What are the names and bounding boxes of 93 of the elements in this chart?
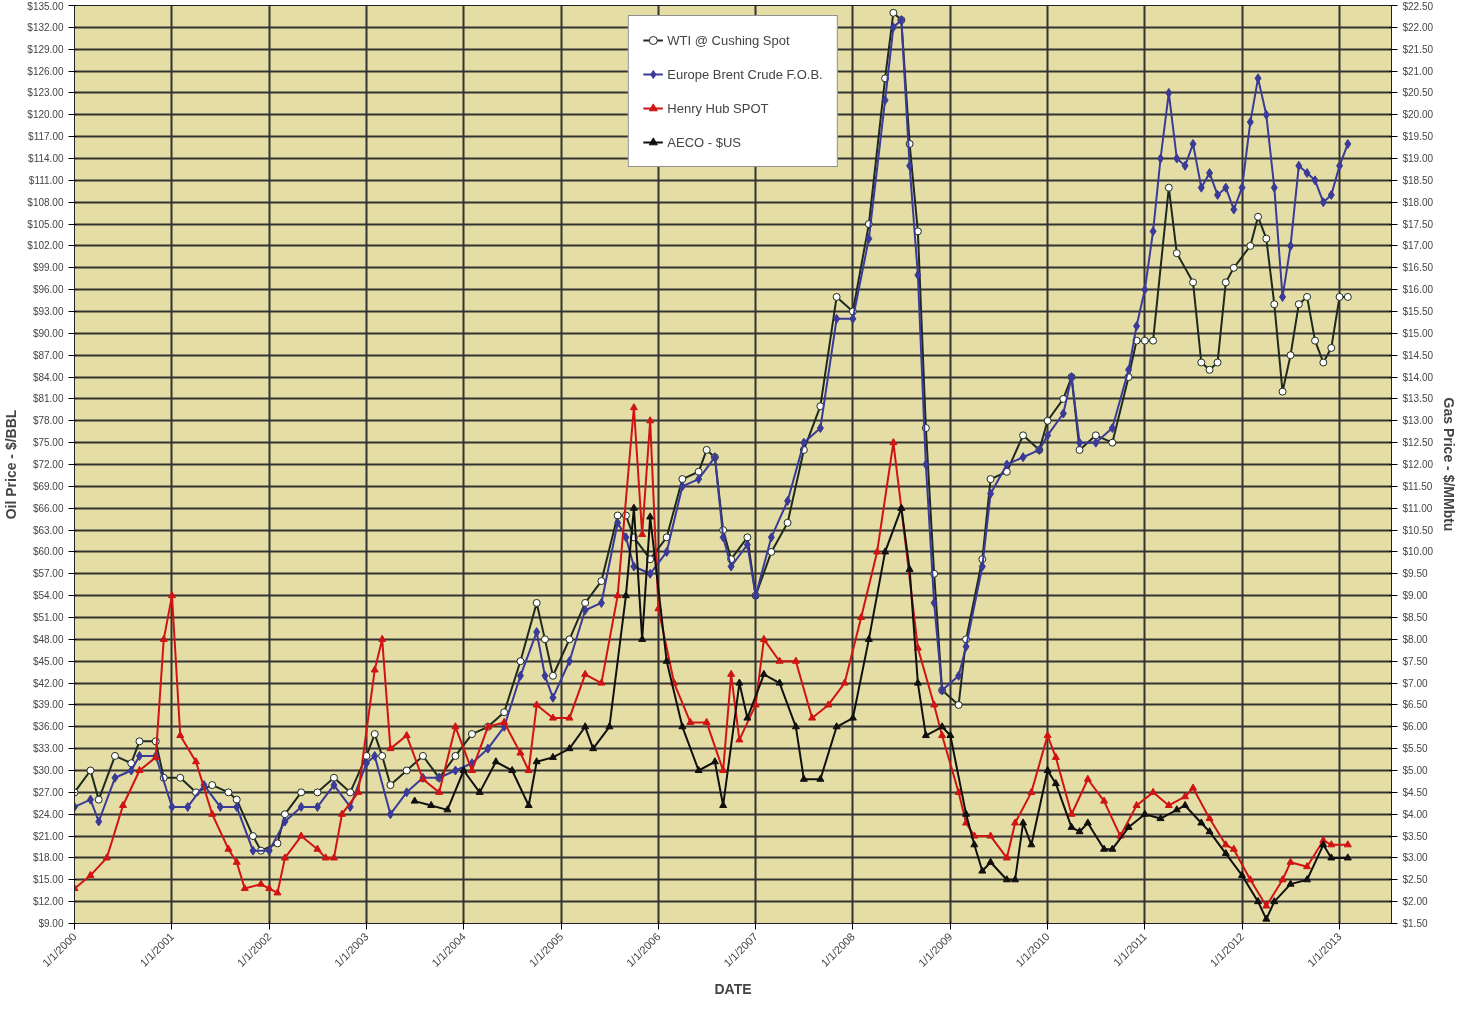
- y2-tick-label: $13.50: [1402, 393, 1434, 405]
- y2-tick-label: $21.00: [1402, 65, 1434, 77]
- y2-tick-label: $22.50: [1402, 0, 1434, 12]
- y2-tick-label: $6.00: [1402, 721, 1428, 733]
- y2-tick-label: $18.50: [1402, 174, 1434, 186]
- y-tick-label: $69.00: [32, 480, 64, 492]
- y2-tick-label: $15.50: [1402, 306, 1434, 317]
- y2-tick-label: $2.50: [1402, 874, 1428, 886]
- y2-tick-label: $20.00: [1402, 109, 1434, 121]
- y2-tick-label: $5.50: [1402, 743, 1428, 755]
- y-tick-label: $39.00: [32, 699, 64, 711]
- y-tick-label: $42.00: [32, 677, 64, 689]
- legend-label: WTI @ Cushing Spot: [667, 32, 790, 48]
- y-tick-label: $72.00: [32, 459, 64, 470]
- y-tick-label: $99.00: [32, 262, 64, 274]
- y2-tick-label: $8.50: [1402, 612, 1428, 623]
- y2-tick-label: $15.00: [1402, 327, 1434, 339]
- y-axis-title: Oil Price - $/BBL: [3, 409, 20, 520]
- y2-tick-label: $17.00: [1402, 240, 1434, 252]
- y-tick-label: $24.00: [32, 808, 64, 820]
- y2-tick-label: $6.50: [1402, 699, 1428, 711]
- y2-axis-title: Gas Price - $/MMbtu: [1441, 397, 1458, 532]
- y-tick-label: $135.00: [27, 0, 64, 12]
- y-tick-label: $90.00: [32, 327, 64, 339]
- y-tick-label: $120.00: [27, 109, 64, 121]
- y2-tick-label: $18.00: [1402, 196, 1434, 208]
- y-tick-label: $63.00: [32, 524, 64, 536]
- y-tick-label: $105.00: [27, 218, 64, 230]
- y-tick-label: $114.00: [28, 153, 64, 164]
- y-tick-label: $12.00: [32, 896, 64, 908]
- y2-tick-label: $3.00: [1402, 852, 1428, 864]
- y2-tick-label: $16.00: [1402, 284, 1434, 296]
- y-tick-label: $57.00: [32, 568, 64, 580]
- y2-tick-label: $10.50: [1402, 524, 1434, 536]
- y2-tick-label: $5.00: [1402, 765, 1428, 776]
- y-tick-label: $54.00: [32, 590, 64, 602]
- y-tick-label: $51.00: [32, 612, 64, 623]
- legend-label: AECO - $US: [667, 134, 742, 150]
- y2-tick-label: $4.00: [1402, 808, 1428, 820]
- y-tick-label: $36.00: [32, 721, 64, 733]
- y-tick-label: $21.00: [32, 830, 64, 842]
- y-tick-label: $78.00: [32, 415, 64, 427]
- y2-tick-label: $19.00: [1402, 153, 1434, 164]
- y-tick-label: $60.00: [32, 546, 64, 558]
- y-tick-label: $18.00: [32, 852, 64, 864]
- y2-tick-label: $12.50: [1402, 437, 1434, 449]
- y-tick-label: $81.00: [32, 393, 64, 405]
- y2-tick-label: $16.50: [1402, 262, 1434, 274]
- y2-tick-label: $7.50: [1402, 655, 1428, 667]
- y-tick-label: $27.00: [32, 786, 64, 798]
- y-tick-label: $66.00: [32, 502, 64, 514]
- x-axis-title: DATE: [714, 981, 752, 998]
- y-tick-label: $75.00: [32, 437, 64, 449]
- legend-label: Europe Brent Crude F.O.B.: [667, 66, 823, 82]
- y-tick-label: $15.00: [32, 874, 64, 886]
- y-tick-label: $45.00: [32, 655, 64, 667]
- y2-tick-label: $7.00: [1402, 677, 1428, 689]
- y-tick-label: $111.00: [28, 174, 64, 186]
- y-tick-label: $108.00: [27, 196, 64, 208]
- y2-tick-label: $20.50: [1402, 87, 1434, 99]
- y2-tick-label: $12.00: [1402, 459, 1434, 470]
- y-tick-label: $126.00: [27, 65, 64, 77]
- y-tick-label: $129.00: [27, 43, 64, 55]
- y2-tick-label: $22.00: [1402, 21, 1434, 33]
- y-tick-label: $102.00: [27, 240, 64, 252]
- y2-tick-label: $10.00: [1402, 546, 1434, 558]
- y-tick-label: $9.00: [38, 918, 64, 929]
- y2-tick-label: $9.50: [1402, 568, 1428, 580]
- y2-tick-label: $1.50: [1402, 918, 1428, 929]
- y-tick-label: $33.00: [32, 743, 64, 755]
- y2-tick-label: $14.50: [1402, 349, 1434, 361]
- y2-tick-label: $14.00: [1402, 371, 1434, 383]
- y2-tick-label: $8.00: [1402, 633, 1428, 645]
- y-tick-label: $132.00: [27, 21, 64, 33]
- y-tick-label: $96.00: [32, 284, 64, 296]
- y-tick-label: $30.00: [32, 765, 64, 776]
- y2-tick-label: $9.00: [1402, 590, 1428, 602]
- y-tick-label: $93.00: [32, 306, 64, 317]
- y-tick-label: $123.00: [27, 87, 64, 99]
- y2-tick-label: $4.50: [1402, 786, 1428, 798]
- y2-tick-label: $3.50: [1402, 830, 1428, 842]
- y2-tick-label: $2.00: [1402, 896, 1428, 908]
- y2-tick-label: $13.00: [1402, 415, 1434, 427]
- y2-tick-label: $11.50: [1402, 480, 1433, 492]
- y2-tick-label: $17.50: [1402, 218, 1434, 230]
- y-tick-label: $87.00: [32, 349, 64, 361]
- y2-tick-label: $11.00: [1402, 502, 1433, 514]
- y-tick-label: $84.00: [32, 371, 64, 383]
- y2-tick-label: $21.50: [1402, 43, 1434, 55]
- y-tick-label: $117.00: [28, 131, 64, 143]
- legend-label: Henry Hub SPOT: [667, 100, 769, 116]
- y2-tick-label: $19.50: [1402, 131, 1434, 143]
- y-tick-label: $48.00: [32, 633, 64, 645]
